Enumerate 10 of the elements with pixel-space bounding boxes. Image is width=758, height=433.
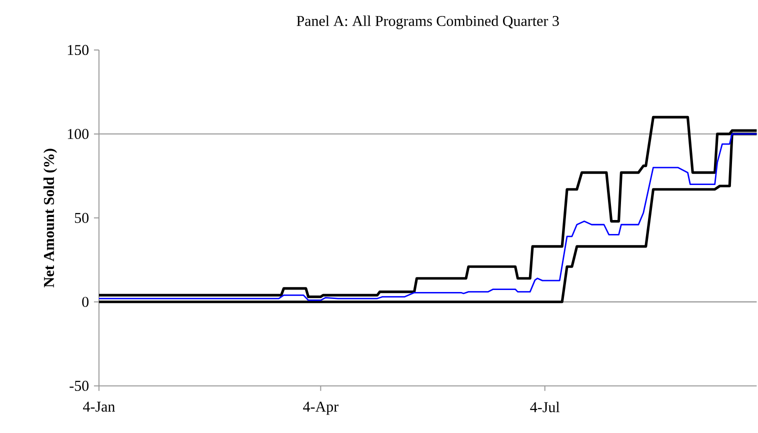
x-tick-label: 4-Jul bbox=[530, 402, 560, 412]
chart-title: Panel A: All Programs Combined Quarter 3 bbox=[296, 16, 559, 30]
x-tick-label: 4-Apr bbox=[303, 402, 338, 415]
y-tick-label: 150 bbox=[68, 45, 89, 56]
y-tick-label: -50 bbox=[70, 380, 89, 391]
x-tick-label: 4-Jan bbox=[83, 402, 115, 412]
y-tick-label: 50 bbox=[74, 212, 89, 224]
y-tick-label: 0 bbox=[82, 296, 89, 308]
y-tick-label: 100 bbox=[68, 128, 89, 140]
y-axis-title: Net Amount Sold (%) bbox=[43, 148, 58, 288]
